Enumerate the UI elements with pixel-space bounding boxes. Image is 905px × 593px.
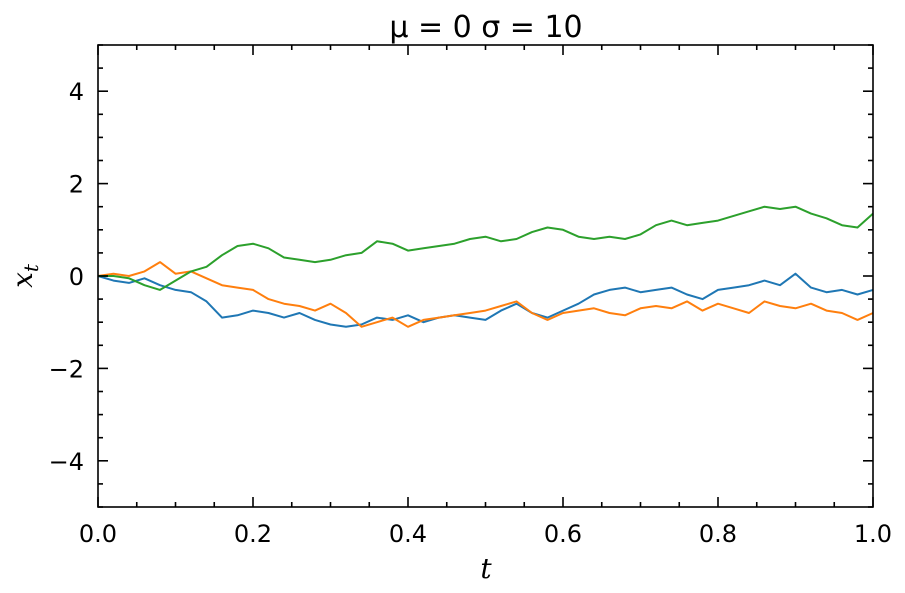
x-tick-label: 0.8 — [699, 520, 737, 548]
y-tick-label: 2 — [69, 171, 84, 199]
y-axis-label-base: x — [6, 272, 39, 288]
x-tick-label: 0.2 — [234, 520, 272, 548]
x-axis-label: t — [480, 552, 492, 585]
x-tick-label: 1.0 — [854, 520, 892, 548]
x-tick-label: 0.6 — [544, 520, 582, 548]
series-line-1 — [97, 272, 874, 328]
x-tick-label: 0.0 — [79, 520, 117, 548]
y-axis-label-subscript: t — [19, 263, 43, 272]
ticks-group — [97, 44, 874, 508]
series-line-3 — [98, 205, 874, 291]
series-line-2 — [97, 261, 874, 328]
y-tick-label: 4 — [69, 78, 84, 106]
y-tick-label: −4 — [49, 448, 84, 476]
y-axis-label: xt — [6, 263, 43, 288]
plot-area — [97, 44, 874, 508]
y-tick-label: 0 — [69, 263, 84, 291]
series-group — [97, 205, 874, 328]
plot-frame — [97, 44, 874, 508]
y-tick-label: −2 — [49, 355, 84, 383]
chart-title: μ = 0 σ = 10 — [389, 10, 582, 45]
x-tick-label: 0.4 — [389, 520, 427, 548]
y-tick-labels: −4 −2 0 2 4 — [49, 78, 84, 476]
x-tick-labels: 0.0 0.2 0.4 0.6 0.8 1.0 — [79, 520, 892, 548]
